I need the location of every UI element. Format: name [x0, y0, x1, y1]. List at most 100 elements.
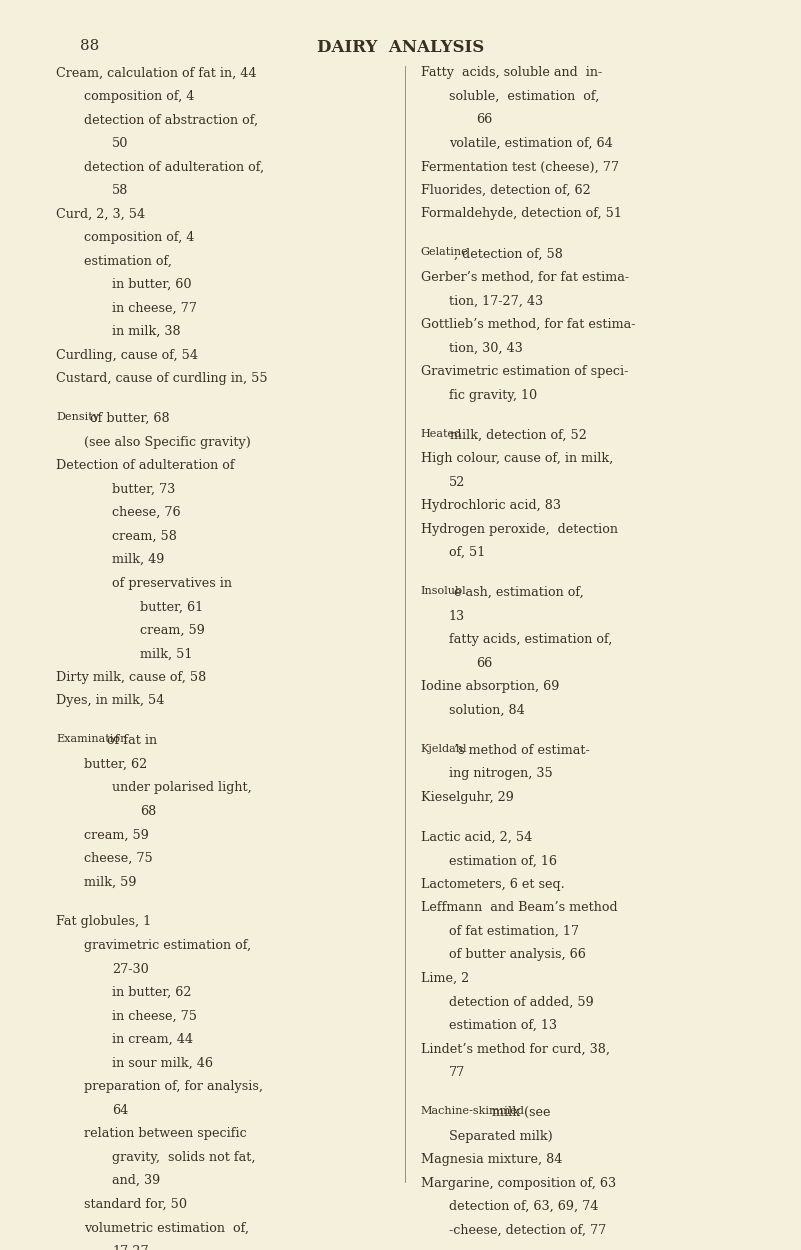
Text: cheese, 75: cheese, 75 — [84, 853, 153, 865]
Text: in cheese, 75: in cheese, 75 — [112, 1010, 197, 1022]
Text: of fat estimation, 17: of fat estimation, 17 — [449, 925, 578, 938]
Text: Fatty  acids, soluble and  in-: Fatty acids, soluble and in- — [421, 66, 602, 79]
Text: Insolubl: Insolubl — [421, 586, 466, 596]
Text: cream, 59: cream, 59 — [140, 624, 205, 636]
Text: estimation of, 16: estimation of, 16 — [449, 854, 557, 868]
Text: solution, 84: solution, 84 — [449, 704, 525, 716]
Text: butter, 73: butter, 73 — [112, 482, 175, 496]
Text: tion, 30, 43: tion, 30, 43 — [449, 341, 522, 355]
Text: in milk, 38: in milk, 38 — [112, 325, 181, 338]
Text: Gravimetric estimation of speci-: Gravimetric estimation of speci- — [421, 365, 628, 378]
Text: ing nitrogen, 35: ing nitrogen, 35 — [449, 768, 553, 780]
Text: cheese, 76: cheese, 76 — [112, 506, 181, 519]
Text: standard for, 50: standard for, 50 — [84, 1198, 187, 1211]
Text: tion, 17-27, 43: tion, 17-27, 43 — [449, 295, 543, 308]
Text: in cream, 44: in cream, 44 — [112, 1032, 193, 1046]
Text: preparation of, for analysis,: preparation of, for analysis, — [84, 1080, 263, 1094]
Text: Fluorides, detection of, 62: Fluorides, detection of, 62 — [421, 184, 590, 198]
Text: 64: 64 — [112, 1104, 128, 1116]
Text: ’s method of estimat-: ’s method of estimat- — [454, 744, 590, 756]
Text: 88: 88 — [80, 39, 99, 52]
Text: Hydrochloric acid, 83: Hydrochloric acid, 83 — [421, 499, 561, 512]
Text: Lactometers, 6 et seq.: Lactometers, 6 et seq. — [421, 878, 564, 891]
Text: Curd, 2, 3, 54: Curd, 2, 3, 54 — [56, 208, 145, 220]
Text: Kjeldahl: Kjeldahl — [421, 744, 467, 754]
Text: milk, 59: milk, 59 — [84, 875, 137, 889]
Text: milk (see: milk (see — [484, 1106, 551, 1119]
Text: in sour milk, 46: in sour milk, 46 — [112, 1056, 213, 1070]
Text: estimation of,: estimation of, — [84, 255, 172, 268]
Text: of preservatives in: of preservatives in — [112, 576, 232, 590]
Text: DAIRY  ANALYSIS: DAIRY ANALYSIS — [317, 39, 484, 55]
Text: Custard, cause of curdling in, 55: Custard, cause of curdling in, 55 — [56, 372, 268, 385]
Text: Fat globules, 1: Fat globules, 1 — [56, 915, 151, 929]
Text: Cream, calculation of fat in, 44: Cream, calculation of fat in, 44 — [56, 66, 256, 79]
Text: Formaldehyde, detection of, 51: Formaldehyde, detection of, 51 — [421, 208, 622, 220]
Text: , detection of, 58: , detection of, 58 — [454, 248, 563, 260]
Text: detection of, 63, 69, 74: detection of, 63, 69, 74 — [449, 1200, 598, 1212]
Text: 77: 77 — [449, 1066, 465, 1079]
Text: in cheese, 77: in cheese, 77 — [112, 301, 197, 315]
Text: Separated milk): Separated milk) — [449, 1130, 553, 1142]
Text: of butter analysis, 66: of butter analysis, 66 — [449, 949, 586, 961]
Text: detection of adulteration of,: detection of adulteration of, — [84, 160, 264, 174]
Text: 27-30: 27-30 — [112, 962, 149, 975]
Text: soluble,  estimation  of,: soluble, estimation of, — [449, 90, 599, 103]
Text: fic gravity, 10: fic gravity, 10 — [449, 389, 537, 401]
Text: 68: 68 — [140, 805, 156, 818]
Text: Density: Density — [56, 412, 99, 422]
Text: Iodine absorption, 69: Iodine absorption, 69 — [421, 680, 559, 694]
Text: e ash, estimation of,: e ash, estimation of, — [454, 586, 584, 599]
Text: gravimetric estimation of,: gravimetric estimation of, — [84, 939, 252, 952]
Text: cream, 59: cream, 59 — [84, 829, 149, 841]
Text: Fermentation test (cheese), 77: Fermentation test (cheese), 77 — [421, 160, 618, 174]
Text: 58: 58 — [112, 184, 128, 198]
Text: butter, 62: butter, 62 — [84, 758, 147, 771]
Text: Machine-skimmed: Machine-skimmed — [421, 1106, 525, 1116]
Text: of fat in: of fat in — [103, 734, 157, 748]
Text: Detection of adulteration of: Detection of adulteration of — [56, 459, 235, 472]
Text: Kieselguhr, 29: Kieselguhr, 29 — [421, 791, 513, 804]
Text: in butter, 62: in butter, 62 — [112, 986, 191, 999]
Text: butter, 61: butter, 61 — [140, 600, 203, 614]
Text: 66: 66 — [477, 656, 493, 670]
Text: Dirty milk, cause of, 58: Dirty milk, cause of, 58 — [56, 671, 207, 684]
Text: Curdling, cause of, 54: Curdling, cause of, 54 — [56, 349, 198, 361]
Text: Hydrogen peroxide,  detection: Hydrogen peroxide, detection — [421, 522, 618, 536]
Text: detection of abstraction of,: detection of abstraction of, — [84, 114, 258, 126]
Text: in butter, 60: in butter, 60 — [112, 278, 191, 291]
Text: High colour, cause of, in milk,: High colour, cause of, in milk, — [421, 452, 613, 465]
Text: milk, 51: milk, 51 — [140, 648, 192, 660]
Text: 66: 66 — [477, 114, 493, 126]
Text: and, 39: and, 39 — [112, 1174, 160, 1188]
Text: milk, detection of, 52: milk, detection of, 52 — [446, 429, 587, 441]
Text: 17-27: 17-27 — [112, 1245, 149, 1250]
Text: Examination: Examination — [56, 734, 127, 744]
Text: fatty acids, estimation of,: fatty acids, estimation of, — [449, 634, 612, 646]
Text: volatile, estimation of, 64: volatile, estimation of, 64 — [449, 138, 612, 150]
Text: 50: 50 — [112, 138, 128, 150]
Text: Gottlieb’s method, for fat estima-: Gottlieb’s method, for fat estima- — [421, 318, 635, 331]
Text: Lactic acid, 2, 54: Lactic acid, 2, 54 — [421, 831, 532, 844]
Text: of butter, 68: of butter, 68 — [86, 412, 170, 425]
Text: Gelatine: Gelatine — [421, 248, 469, 258]
Text: -cheese, detection of, 77: -cheese, detection of, 77 — [449, 1224, 606, 1236]
Text: under polarised light,: under polarised light, — [112, 781, 252, 795]
Text: volumetric estimation  of,: volumetric estimation of, — [84, 1221, 249, 1234]
Text: 13: 13 — [449, 610, 465, 622]
Text: Magnesia mixture, 84: Magnesia mixture, 84 — [421, 1152, 562, 1166]
Text: detection of added, 59: detection of added, 59 — [449, 995, 594, 1009]
Text: composition of, 4: composition of, 4 — [84, 231, 195, 244]
Text: Heated: Heated — [421, 429, 461, 439]
Text: relation between specific: relation between specific — [84, 1128, 247, 1140]
Text: gravity,  solids not fat,: gravity, solids not fat, — [112, 1151, 256, 1164]
Text: Lindet’s method for curd, 38,: Lindet’s method for curd, 38, — [421, 1042, 610, 1055]
Text: Leffmann  and Beam’s method: Leffmann and Beam’s method — [421, 901, 617, 914]
Text: composition of, 4: composition of, 4 — [84, 90, 195, 103]
Text: Gerber’s method, for fat estima-: Gerber’s method, for fat estima- — [421, 271, 629, 284]
Text: Dyes, in milk, 54: Dyes, in milk, 54 — [56, 695, 164, 708]
Text: milk, 49: milk, 49 — [112, 554, 164, 566]
Text: Lime, 2: Lime, 2 — [421, 972, 469, 985]
Text: Margarine, composition of, 63: Margarine, composition of, 63 — [421, 1176, 616, 1190]
Text: 52: 52 — [449, 475, 465, 489]
